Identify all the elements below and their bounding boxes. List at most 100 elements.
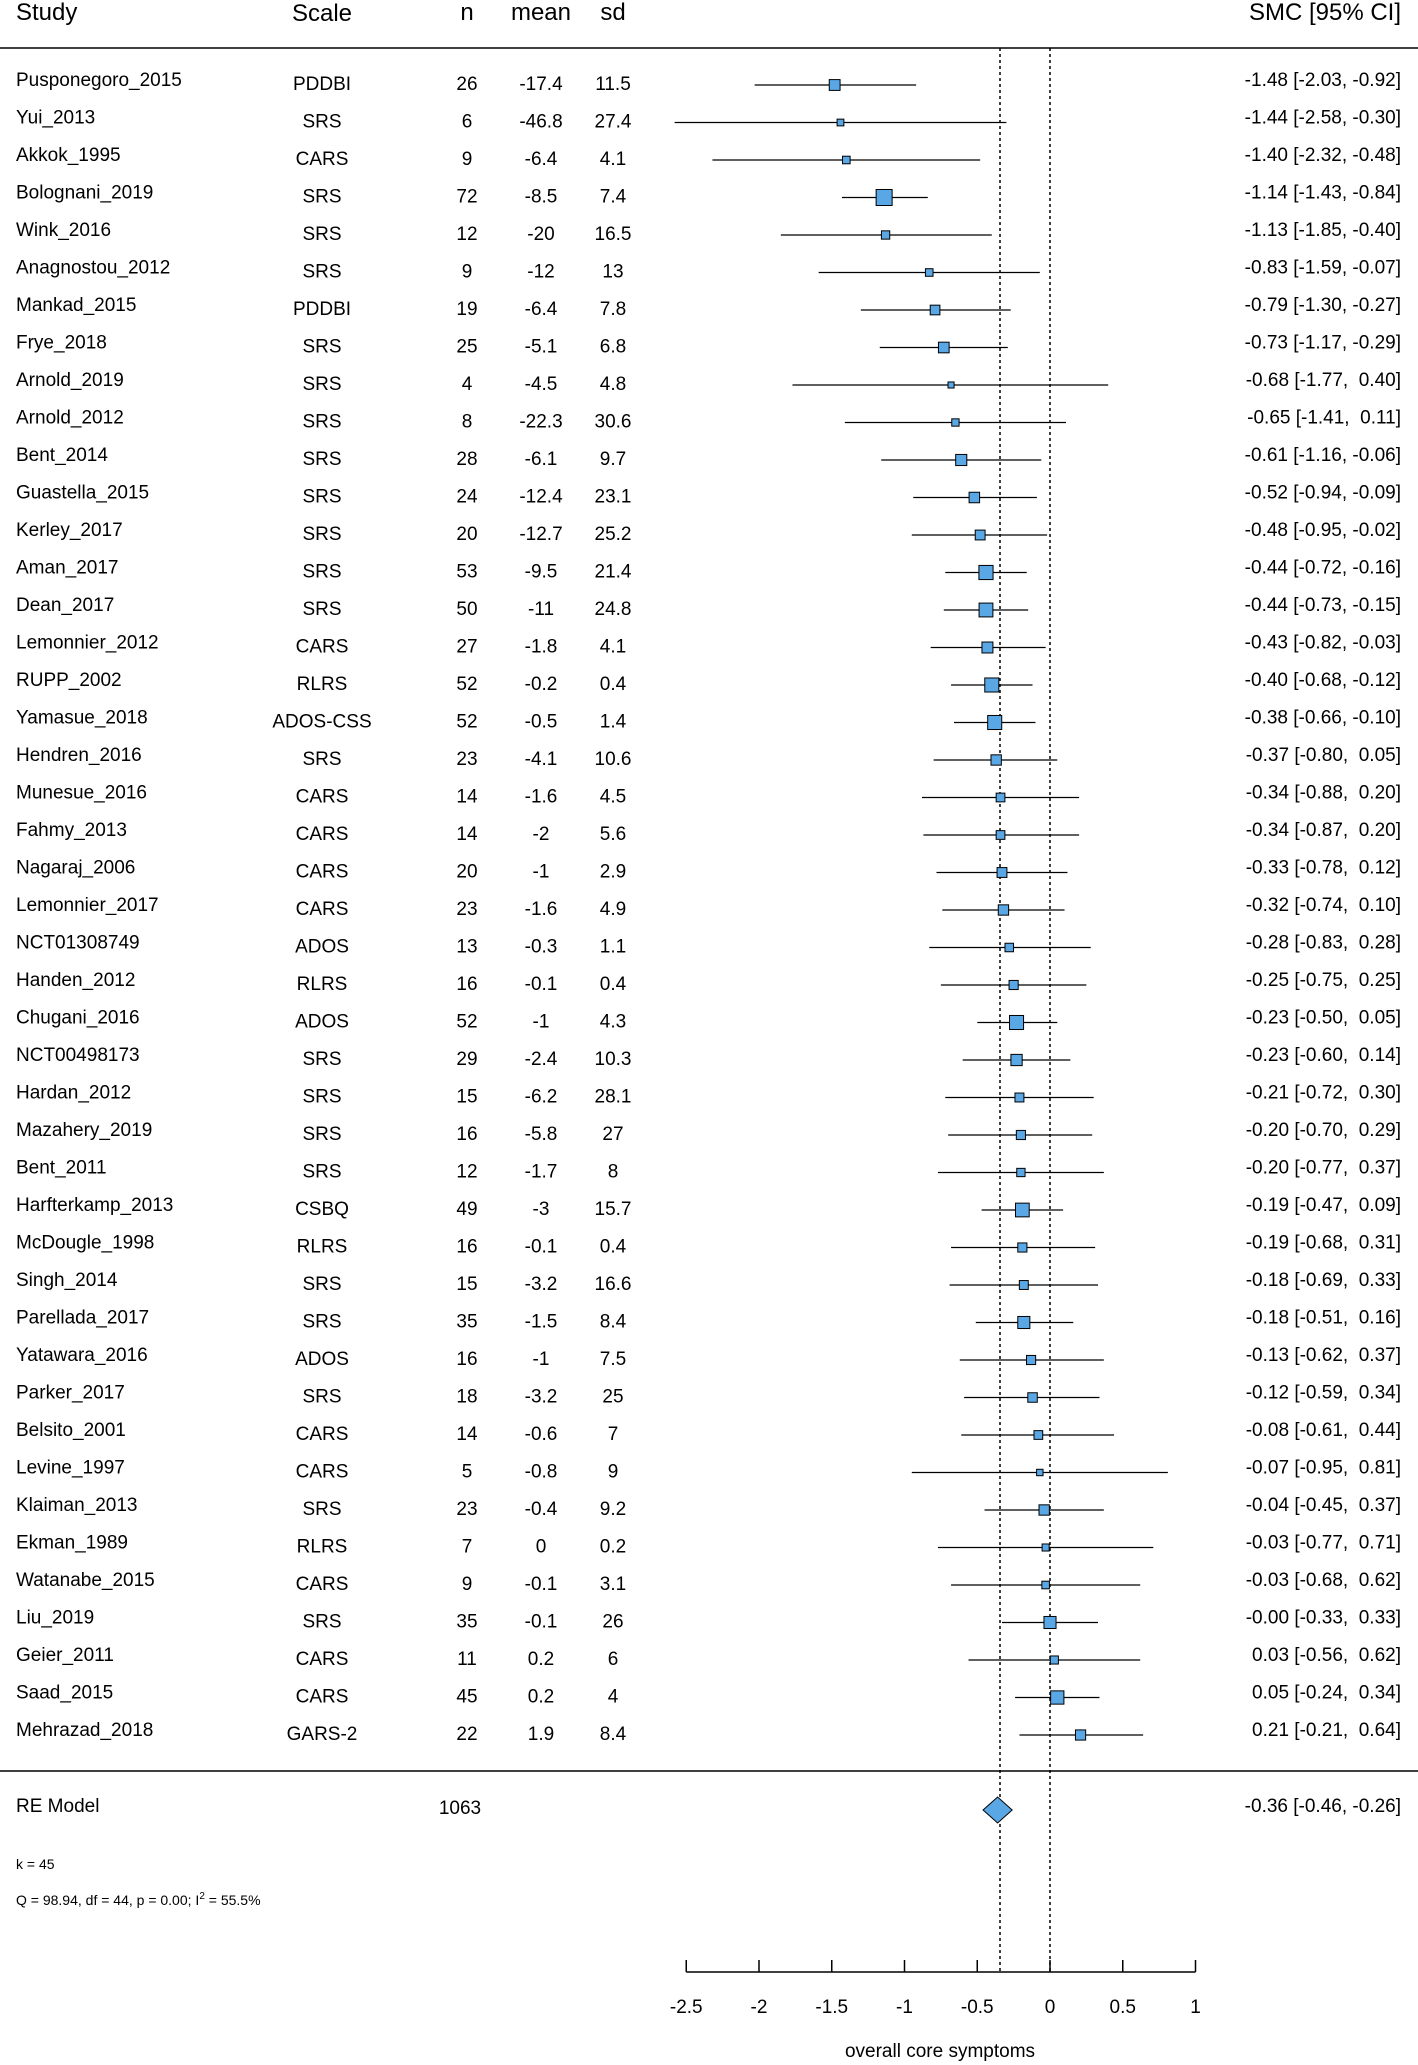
study-scale: SRS (302, 112, 341, 133)
study-name: Lemonnier_2012 (16, 633, 159, 654)
study-scale: SRS (302, 1124, 341, 1145)
study-sd: 27 (602, 1124, 623, 1145)
study-row-Lemonnier_2017: Lemonnier_2017 CARS 23 -1.6 4.9 -0.32 [-0.74,… (16, 895, 1401, 920)
study-name: Frye_2018 (16, 333, 107, 354)
header-sd: sd (600, 0, 625, 26)
effect-marker (974, 529, 986, 541)
study-ci-text: -1.13 [-1.85, -0.40] (1245, 220, 1401, 241)
study-scale: SRS (302, 1274, 341, 1295)
study-name: Levine_1997 (16, 1458, 125, 1479)
study-ci-text: -0.12 [-0.59, 0.34] (1246, 1383, 1401, 1404)
study-sd: 8.4 (600, 1312, 627, 1333)
study-scale: PDDBI (293, 74, 351, 95)
study-mean: -1 (533, 1012, 550, 1033)
summary-diamond (982, 1796, 1013, 1824)
study-scale: CARS (296, 149, 349, 170)
study-ci-text: -0.03 [-0.68, 0.62] (1246, 1570, 1401, 1591)
effect-marker (1009, 1014, 1025, 1031)
study-scale: ADOS (295, 1349, 349, 1370)
study-sd: 2.9 (600, 862, 626, 883)
effect-marker (1041, 1580, 1050, 1590)
study-name: Klaiman_2013 (16, 1495, 137, 1516)
study-n: 6 (462, 112, 473, 133)
study-row-Wink_2016: Wink_2016 SRS 12 -20 16.5 -1.13 [-1.85, -0.40… (16, 220, 1401, 245)
study-ci-text: -0.03 [-0.77, 0.71] (1246, 1533, 1401, 1554)
study-scale: CARS (296, 787, 349, 808)
study-sd: 8 (608, 1162, 619, 1183)
study-sd: 23.1 (595, 487, 632, 508)
study-row-Guastella_2015: Guastella_2015 SRS 24 -12.4 23.1 -0.52 [-0.94… (16, 483, 1401, 508)
study-row-Akkok_1995: Akkok_1995 CARS 9 -6.4 4.1 -1.40 [-2.32, -0.4… (16, 145, 1401, 170)
study-ci-text: -0.13 [-0.62, 0.37] (1246, 1345, 1401, 1366)
study-sd: 26 (602, 1612, 623, 1633)
study-sd: 8.4 (600, 1724, 627, 1745)
study-row-Arnold_2019: Arnold_2019 SRS 4 -4.5 4.8 -0.68 [-1.77, 0.40… (16, 370, 1401, 395)
study-mean: -6.4 (525, 149, 558, 170)
study-row-Pusponegoro_2015: Pusponegoro_2015 PDDBI 26 -17.4 11.5 -1.48 [-… (16, 70, 1401, 95)
study-ci-text: -0.18 [-0.69, 0.33] (1246, 1270, 1401, 1291)
study-scale: CARS (296, 1462, 349, 1483)
study-ci-text: -0.48 [-0.95, -0.02] (1245, 520, 1401, 541)
study-name: Mankad_2015 (16, 295, 136, 316)
header-n: n (460, 0, 473, 26)
study-row-Ekman_1989: Ekman_1989 RLRS 7 0 0.2 -0.03 [-0.77, 0.71] (16, 1533, 1401, 1558)
study-name: Mehrazad_2018 (16, 1720, 153, 1741)
study-mean: -12 (527, 262, 554, 283)
study-ci-text: -0.65 [-1.41, 0.11] (1247, 408, 1401, 429)
x-axis: -2.5 -2 -1.5 -1 -0.5 0 0.5 1 (670, 1960, 1201, 2018)
study-sd: 4.8 (600, 374, 626, 395)
study-name: Handen_2012 (16, 970, 135, 991)
study-ci-text: -0.79 [-1.30, -0.27] (1245, 295, 1401, 316)
study-sd: 0.4 (600, 674, 627, 695)
study-ci-text: -0.04 [-0.45, 0.37] (1246, 1495, 1401, 1516)
study-ci-text: -1.14 [-1.43, -0.84] (1245, 183, 1401, 204)
study-scale: SRS (302, 412, 341, 433)
study-scale: SRS (302, 224, 341, 245)
effect-marker (1026, 1354, 1037, 1366)
study-name: NCT00498173 (16, 1045, 140, 1066)
study-sd: 4.3 (600, 1012, 626, 1033)
study-row-Dean_2017: Dean_2017 SRS 50 -11 24.8 -0.44 [-0.73, -0.15… (16, 595, 1401, 620)
study-row-Aman_2017: Aman_2017 SRS 53 -9.5 21.4 -0.44 [-0.72, -0.1… (16, 558, 1401, 583)
study-n: 5 (462, 1462, 473, 1483)
study-n: 24 (456, 487, 478, 508)
study-n: 8 (462, 412, 473, 433)
study-n: 9 (462, 1574, 473, 1595)
study-name: Lemonnier_2017 (16, 895, 159, 916)
study-mean: -0.1 (525, 1612, 558, 1633)
study-mean: -1.8 (525, 637, 558, 658)
study-mean: -1.6 (525, 787, 558, 808)
study-row-Bent_2014: Bent_2014 SRS 28 -6.1 9.7 -0.61 [-1.16, -0.06… (16, 445, 1401, 470)
study-row-Arnold_2012: Arnold_2012 SRS 8 -22.3 30.6 -0.65 [-1.41, 0.… (16, 408, 1401, 433)
study-n: 20 (456, 524, 477, 545)
study-name: Saad_2015 (16, 1683, 113, 1704)
study-row-NCT00498173: NCT00498173 SRS 29 -2.4 10.3 -0.23 [-0.60, 0.… (16, 1045, 1401, 1070)
study-name: Anagnostou_2012 (16, 258, 170, 279)
heterogeneity-stats: Q = 98.94, df = 44, p = 0.00; I2 = 55.5% (16, 1891, 261, 1908)
study-sd: 7.5 (600, 1349, 626, 1370)
study-mean: -0.1 (525, 974, 558, 995)
effect-marker (937, 341, 950, 354)
study-mean: -12.4 (519, 487, 563, 508)
study-ci-text: -0.19 [-0.47, 0.09] (1246, 1195, 1401, 1216)
study-sd: 16.5 (595, 224, 632, 245)
study-scale: ADOS-CSS (272, 712, 371, 733)
study-rows: Pusponegoro_2015 PDDBI 26 -17.4 11.5 -1.48 [-… (16, 70, 1401, 1745)
study-mean: -4.1 (525, 749, 558, 770)
study-scale: SRS (302, 449, 341, 470)
study-sd: 6.8 (600, 337, 626, 358)
study-sd: 9 (608, 1462, 619, 1483)
study-mean: -2.4 (525, 1049, 558, 1070)
x-tick-label: 0 (1045, 1997, 1056, 2018)
study-ci-text: -0.34 [-0.88, 0.20] (1246, 783, 1401, 804)
study-scale: ADOS (295, 1012, 349, 1033)
study-scale: SRS (302, 187, 341, 208)
study-name: Ekman_1989 (16, 1533, 128, 1554)
study-mean: -0.8 (525, 1462, 558, 1483)
study-row-Bolognani_2019: Bolognani_2019 SRS 72 -8.5 7.4 -1.14 [-1.43, … (16, 183, 1401, 208)
study-scale: SRS (302, 1499, 341, 1520)
study-name: Arnold_2012 (16, 408, 124, 429)
study-ci-text: -0.08 [-0.61, 0.44] (1246, 1420, 1401, 1441)
study-ci-text: -0.23 [-0.60, 0.14] (1246, 1045, 1401, 1066)
